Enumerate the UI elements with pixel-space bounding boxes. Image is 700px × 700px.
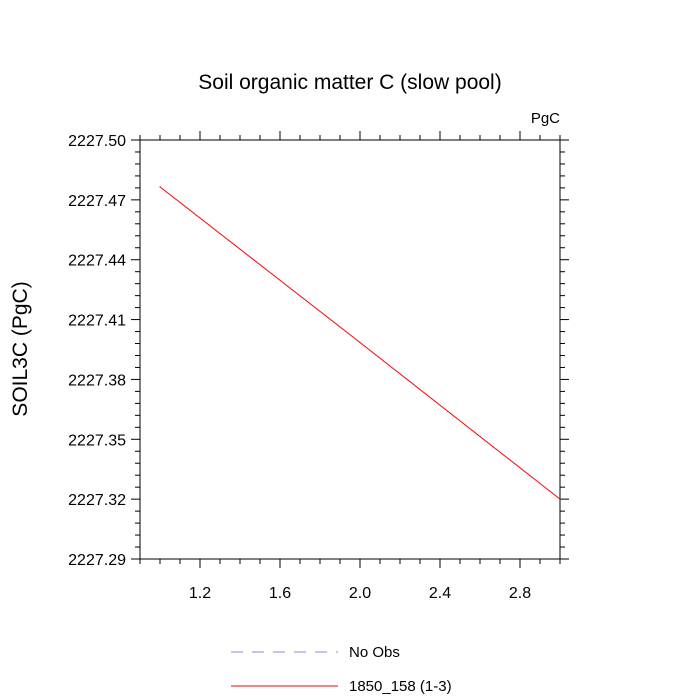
units-label: PgC bbox=[531, 110, 560, 127]
plot-frame bbox=[139, 139, 561, 560]
y-tick-label: 2227.32 bbox=[68, 492, 126, 509]
legend: No Obs 1850_158 (1-3) bbox=[231, 644, 452, 695]
legend-label: 1850_158 (1-3) bbox=[349, 678, 452, 695]
x-tick-label: 2.4 bbox=[429, 585, 451, 602]
y-tick-label: 2227.29 bbox=[68, 552, 126, 569]
data-point bbox=[159, 186, 161, 188]
plot-area: 2227.29 2227.32 2227.35 2227.38 2227.41 2227.… bbox=[68, 131, 569, 602]
x-tick-label: 1.6 bbox=[269, 585, 291, 602]
legend-label: No Obs bbox=[349, 644, 400, 661]
y-axis-label: SOIL3C (PgC) bbox=[9, 281, 32, 416]
y-tick-label: 2227.44 bbox=[68, 253, 126, 270]
data-point bbox=[359, 341, 361, 344]
y-tick-label: 2227.38 bbox=[68, 372, 126, 389]
y-tick-label: 2227.47 bbox=[68, 193, 126, 210]
x-tick-label: 2.8 bbox=[509, 585, 531, 602]
chart-title: Soil organic matter C (slow pool) bbox=[198, 71, 501, 94]
x-tick-label: 1.2 bbox=[189, 585, 211, 602]
x-tick-label: 2.0 bbox=[349, 585, 371, 602]
data-point bbox=[559, 498, 561, 500]
y-tick-label: 2227.50 bbox=[68, 133, 126, 150]
y-tick-label: 2227.41 bbox=[68, 313, 126, 330]
y-tick-label: 2227.35 bbox=[68, 432, 126, 449]
